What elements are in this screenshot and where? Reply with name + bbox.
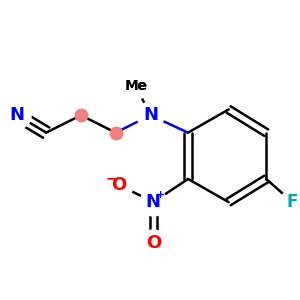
Text: Me: Me xyxy=(126,79,146,93)
Text: +: + xyxy=(156,190,165,200)
Text: N: N xyxy=(10,106,25,124)
Text: N: N xyxy=(146,193,161,211)
Text: F: F xyxy=(286,193,298,211)
Text: O: O xyxy=(111,176,126,194)
Text: −: − xyxy=(106,171,117,185)
Text: O: O xyxy=(146,234,161,252)
Text: Me: Me xyxy=(124,79,148,93)
Text: N: N xyxy=(143,106,158,124)
